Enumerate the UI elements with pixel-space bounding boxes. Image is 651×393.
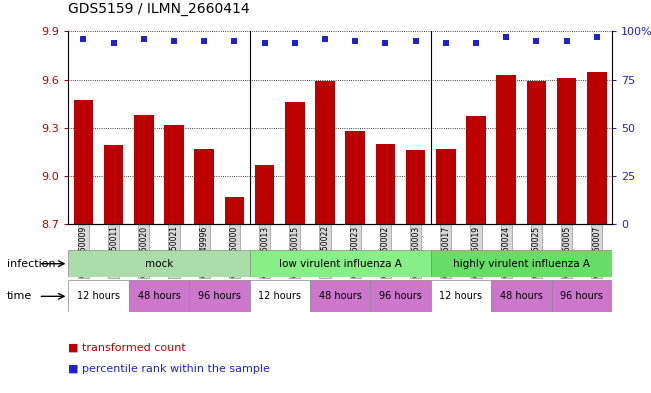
Text: 48 hours: 48 hours <box>137 291 180 301</box>
Bar <box>68 280 129 312</box>
Text: mock: mock <box>145 259 173 269</box>
Bar <box>436 149 456 224</box>
Point <box>592 34 602 40</box>
Text: GDS5159 / ILMN_2660414: GDS5159 / ILMN_2660414 <box>68 2 250 16</box>
Text: time: time <box>7 291 32 301</box>
Text: 96 hours: 96 hours <box>561 291 603 301</box>
Bar <box>134 115 154 224</box>
Text: infection: infection <box>7 259 55 269</box>
Text: 96 hours: 96 hours <box>198 291 241 301</box>
Bar <box>164 125 184 224</box>
Bar <box>527 81 546 224</box>
Text: ■ transformed count: ■ transformed count <box>68 343 186 353</box>
Bar <box>346 131 365 224</box>
Bar <box>431 250 612 277</box>
Bar <box>491 280 551 312</box>
Point <box>441 40 451 46</box>
Bar <box>74 101 93 224</box>
Point <box>380 40 391 46</box>
Text: ■ percentile rank within the sample: ■ percentile rank within the sample <box>68 364 270 375</box>
Bar <box>104 145 124 224</box>
Point <box>410 38 421 44</box>
Text: 12 hours: 12 hours <box>258 291 301 301</box>
Point <box>109 40 119 46</box>
Bar <box>310 280 370 312</box>
Bar <box>225 197 244 224</box>
Point <box>320 36 330 42</box>
Text: 48 hours: 48 hours <box>500 291 543 301</box>
Bar <box>557 78 576 224</box>
Bar <box>466 116 486 224</box>
Text: 12 hours: 12 hours <box>77 291 120 301</box>
Point <box>260 40 270 46</box>
Point <box>78 36 89 42</box>
Bar <box>285 102 305 224</box>
Bar <box>249 280 310 312</box>
Bar <box>370 280 431 312</box>
Bar <box>431 280 491 312</box>
Text: highly virulent influenza A: highly virulent influenza A <box>453 259 590 269</box>
Bar <box>406 150 426 224</box>
Point <box>139 36 149 42</box>
Bar <box>189 280 249 312</box>
Text: 48 hours: 48 hours <box>319 291 361 301</box>
Bar <box>315 81 335 224</box>
Point <box>350 38 361 44</box>
Bar <box>249 250 431 277</box>
Point <box>229 38 240 44</box>
Bar <box>587 72 607 224</box>
Bar <box>68 250 249 277</box>
Bar <box>255 165 275 224</box>
Point <box>169 38 179 44</box>
Point <box>471 40 481 46</box>
Point <box>199 38 210 44</box>
Bar <box>551 280 612 312</box>
Point <box>561 38 572 44</box>
Point <box>290 40 300 46</box>
Text: 12 hours: 12 hours <box>439 291 482 301</box>
Bar <box>497 75 516 224</box>
Bar <box>129 280 189 312</box>
Point <box>501 34 512 40</box>
Text: low virulent influenza A: low virulent influenza A <box>279 259 402 269</box>
Bar <box>195 149 214 224</box>
Point <box>531 38 542 44</box>
Text: 96 hours: 96 hours <box>379 291 422 301</box>
Bar <box>376 144 395 224</box>
